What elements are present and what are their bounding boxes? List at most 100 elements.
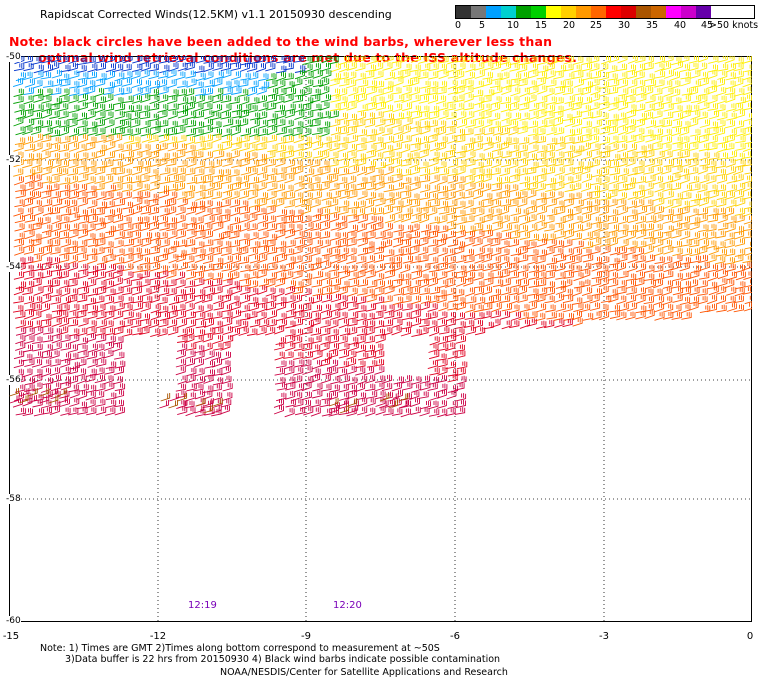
wind-barb — [68, 128, 79, 138]
wind-barb — [112, 63, 124, 73]
wind-barb — [706, 254, 717, 264]
wind-barb — [185, 144, 196, 154]
wind-barb — [300, 359, 312, 368]
wind-barb — [419, 175, 431, 183]
wind-barb — [355, 200, 366, 209]
wind-barb — [357, 232, 368, 241]
wind-barb — [492, 150, 503, 160]
wind-barb — [688, 158, 699, 168]
wind-barb — [365, 207, 376, 216]
wind-barb — [175, 366, 186, 376]
wind-barb — [121, 112, 132, 122]
wind-barb — [174, 182, 185, 192]
wind-barb — [30, 126, 42, 135]
wind-barb — [310, 368, 321, 378]
wind-barb — [69, 328, 80, 337]
wind-barb — [156, 79, 168, 89]
wind-barb — [222, 118, 234, 127]
wind-barb — [393, 70, 404, 80]
wind-barb — [447, 385, 459, 393]
wind-barb — [382, 319, 394, 328]
wind-barb — [680, 257, 691, 265]
wind-barb — [697, 254, 708, 264]
wind-barb — [393, 126, 404, 136]
wind-barb — [311, 294, 322, 304]
wind-barb — [446, 63, 457, 74]
wind-barb — [483, 208, 494, 218]
wind-barb — [50, 296, 61, 305]
wind-barb — [157, 94, 169, 104]
wind-barb — [563, 248, 574, 258]
wind-barb — [473, 272, 484, 281]
wind-barb — [346, 231, 357, 241]
wind-barb — [292, 391, 303, 402]
wind-barb — [294, 110, 305, 121]
wind-barb — [608, 175, 619, 185]
wind-barb — [285, 280, 296, 290]
wind-barb — [357, 263, 368, 273]
wind-barb — [501, 320, 512, 330]
wind-barb — [401, 86, 412, 96]
wind-barb — [724, 248, 736, 257]
wind-barb — [544, 119, 555, 128]
wind-barb — [536, 174, 547, 185]
wind-barb — [338, 384, 349, 393]
wind-barb — [373, 350, 385, 359]
wind-barb — [681, 311, 692, 320]
wind-barb — [499, 127, 510, 136]
wind-barb — [148, 169, 159, 178]
wind-barb — [195, 142, 206, 152]
wind-barb — [41, 224, 53, 234]
wind-barb — [428, 71, 439, 80]
lat-label: -54 — [6, 262, 21, 272]
colorbar-label: 30 — [618, 20, 631, 31]
wind-barb — [185, 206, 196, 215]
wind-barb — [492, 127, 503, 136]
wind-barb — [130, 312, 142, 321]
wind-barb — [301, 312, 313, 321]
wind-barb — [32, 351, 44, 359]
wind-barb — [564, 136, 575, 145]
wind-barb — [608, 224, 619, 234]
wind-barb — [59, 216, 70, 225]
wind-barb — [328, 328, 339, 337]
wind-barb — [284, 174, 295, 184]
wind-barb — [148, 113, 159, 122]
wind-barb — [285, 376, 296, 386]
wind-barb — [706, 80, 717, 89]
wind-barb — [437, 366, 448, 376]
wind-barb — [725, 223, 736, 233]
wind-barb — [87, 270, 98, 280]
lat-label: -56 — [6, 375, 21, 385]
wind-barb — [195, 88, 206, 97]
wind-barb — [626, 104, 637, 114]
wind-barb — [42, 207, 53, 217]
wind-barb — [391, 168, 402, 177]
wind-barb — [564, 166, 575, 176]
wind-barb — [141, 295, 153, 304]
wind-barb — [292, 255, 303, 265]
wind-barb — [634, 190, 645, 200]
wind-barb — [193, 358, 204, 368]
wind-barb — [177, 406, 188, 416]
wind-barb — [591, 150, 602, 160]
wind-barb — [671, 222, 683, 231]
wind-barb — [742, 151, 752, 159]
wind-barb — [212, 311, 223, 319]
wind-barb — [41, 198, 53, 208]
wind-barb — [249, 56, 260, 65]
wind-barb — [427, 134, 438, 144]
wind-barb — [715, 295, 726, 305]
wind-barb — [310, 62, 321, 73]
wind-barb — [194, 168, 205, 177]
wind-barb — [474, 296, 486, 306]
wind-barb — [329, 77, 340, 87]
wind-barb — [599, 126, 610, 135]
wind-barb — [114, 167, 125, 175]
wind-barb — [346, 365, 357, 375]
wind-barb — [275, 272, 287, 281]
wind-barb — [68, 223, 80, 232]
wind-barb — [454, 328, 465, 338]
wind-barb — [159, 400, 169, 409]
wind-barb — [195, 191, 206, 201]
